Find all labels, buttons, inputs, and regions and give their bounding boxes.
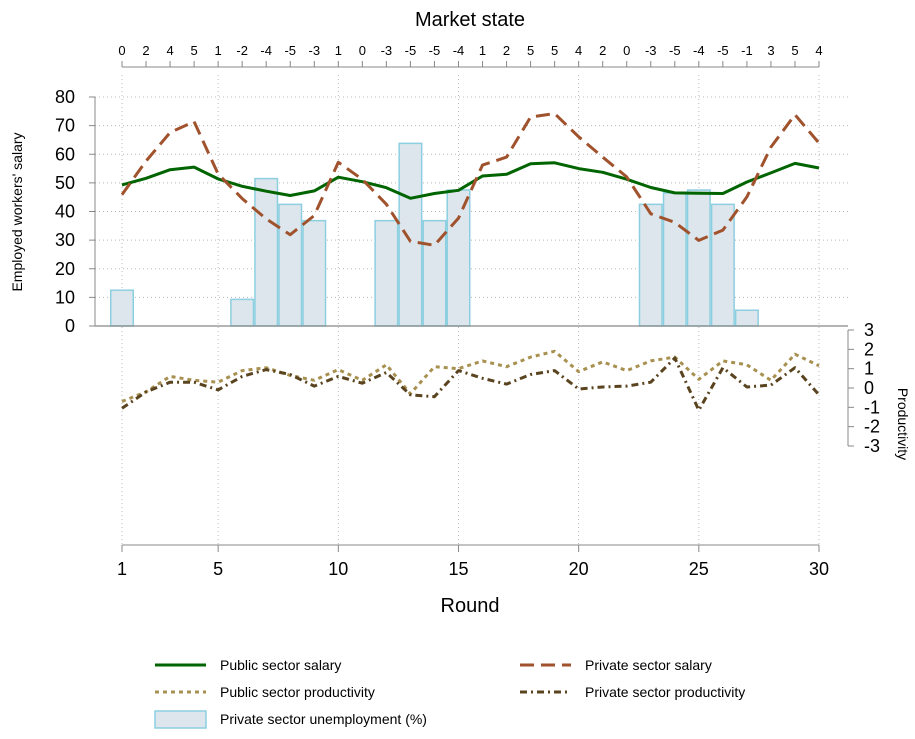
top-tick-label: 0	[359, 43, 366, 58]
top-tick-label: 5	[190, 43, 197, 58]
y-axis-right-title: Productivity	[895, 388, 911, 460]
top-tick-label: -5	[669, 43, 681, 58]
legend-item: Private sector salary	[520, 657, 712, 673]
y-tick-label-left: 60	[55, 144, 75, 164]
top-tick-label: -5	[717, 43, 729, 58]
y-tick-label-left: 40	[55, 202, 75, 222]
series-line-public-sector-salary	[121, 161, 820, 200]
bar-unemployment	[710, 203, 735, 327]
y-tick-label-left: 0	[65, 316, 75, 336]
legend-label: Private sector unemployment (%)	[220, 711, 427, 727]
top-axis-title: Market state	[415, 9, 525, 31]
y-tick-label-right: 3	[864, 320, 874, 340]
top-tick-label: -4	[693, 43, 705, 58]
bar-unemployment	[230, 298, 255, 327]
top-tick-label: 5	[551, 43, 558, 58]
bar-unemployment	[638, 203, 663, 327]
top-tick-label: -5	[405, 43, 417, 58]
bar-unemployment	[254, 177, 279, 327]
x-tick-label: 15	[448, 559, 468, 579]
y-tick-label-left: 70	[55, 116, 75, 136]
series-line-private-sector-productivity	[121, 356, 821, 412]
y-tick-label-left: 30	[55, 230, 75, 250]
x-tick-label: 20	[569, 559, 589, 579]
top-tick-label: -3	[308, 43, 320, 58]
series-line-public-sector-productivity	[121, 349, 820, 403]
top-tick-label: -3	[645, 43, 657, 58]
top-tick-label: 4	[575, 43, 582, 58]
bar-unemployment	[109, 289, 135, 327]
top-tick-label: 1	[479, 43, 486, 58]
top-tick-label: 4	[815, 43, 822, 58]
bar-unemployment	[734, 309, 759, 327]
top-tick-label: 5	[791, 43, 798, 58]
x-axis-title: Round	[441, 595, 500, 617]
legend-item: Private sector productivity	[520, 684, 745, 700]
top-tick-label: -3	[381, 43, 393, 58]
legend-item: Public sector productivity	[155, 684, 375, 700]
bar-unemployment	[302, 219, 327, 327]
legend-label: Public sector salary	[220, 657, 341, 673]
x-tick-label: 5	[213, 559, 223, 579]
bar-unemployment	[374, 219, 399, 327]
y-tick-label-right: -2	[864, 417, 880, 437]
legend: Public sector salary Private sector salar…	[154, 657, 745, 729]
bar-unemployment	[686, 189, 711, 327]
y-tick-label-left: 10	[55, 287, 75, 307]
x-tick-label: 25	[689, 559, 709, 579]
y-tick-label-right: 0	[864, 378, 874, 398]
y-tick-label-right: 2	[864, 339, 874, 359]
legend-item: Public sector salary	[155, 657, 341, 673]
top-tick-label: -4	[260, 43, 272, 58]
bar-unemployment	[446, 189, 471, 327]
top-tick-label: -2	[236, 43, 248, 58]
top-tick-label: -1	[741, 43, 753, 58]
bars-unemployment	[109, 142, 759, 327]
top-tick-label: 1	[335, 43, 342, 58]
bar-unemployment	[398, 142, 423, 327]
y-tick-label-left: 20	[55, 259, 75, 279]
top-tick-label: 0	[623, 43, 630, 58]
top-tick-label: -4	[453, 43, 465, 58]
series-lines	[120, 112, 821, 412]
x-tick-label: 10	[328, 559, 348, 579]
top-tick-label: -5	[284, 43, 296, 58]
top-tick-label: 5	[527, 43, 534, 58]
top-tick-label: 3	[767, 43, 774, 58]
legend-swatch	[154, 710, 207, 729]
legend-item: Private sector unemployment (%)	[154, 710, 427, 729]
top-tick-label: 2	[142, 43, 149, 58]
y-tick-label-right: -3	[864, 436, 880, 456]
legend-label: Public sector productivity	[220, 684, 375, 700]
y-tick-label-left: 80	[55, 87, 75, 107]
y-tick-label-left: 50	[55, 173, 75, 193]
legend-label: Private sector salary	[585, 657, 712, 673]
top-tick-label: 2	[599, 43, 606, 58]
y-axis-left-title: Employed workers' salary	[9, 132, 25, 291]
bar-unemployment	[662, 192, 687, 327]
bar-unemployment	[278, 203, 303, 327]
legend-label: Private sector productivity	[585, 684, 745, 700]
top-tick-label: 0	[118, 43, 125, 58]
y-tick-label-right: 1	[864, 359, 874, 379]
top-tick-label: 1	[215, 43, 222, 58]
top-tick-label: -5	[429, 43, 441, 58]
top-tick-label: 4	[166, 43, 173, 58]
series-line-private-sector-salary	[120, 112, 821, 247]
top-tick-label: 2	[503, 43, 510, 58]
x-tick-label: 30	[809, 559, 829, 579]
x-tick-label: 1	[117, 559, 127, 579]
y-tick-label-right: -1	[864, 397, 880, 417]
